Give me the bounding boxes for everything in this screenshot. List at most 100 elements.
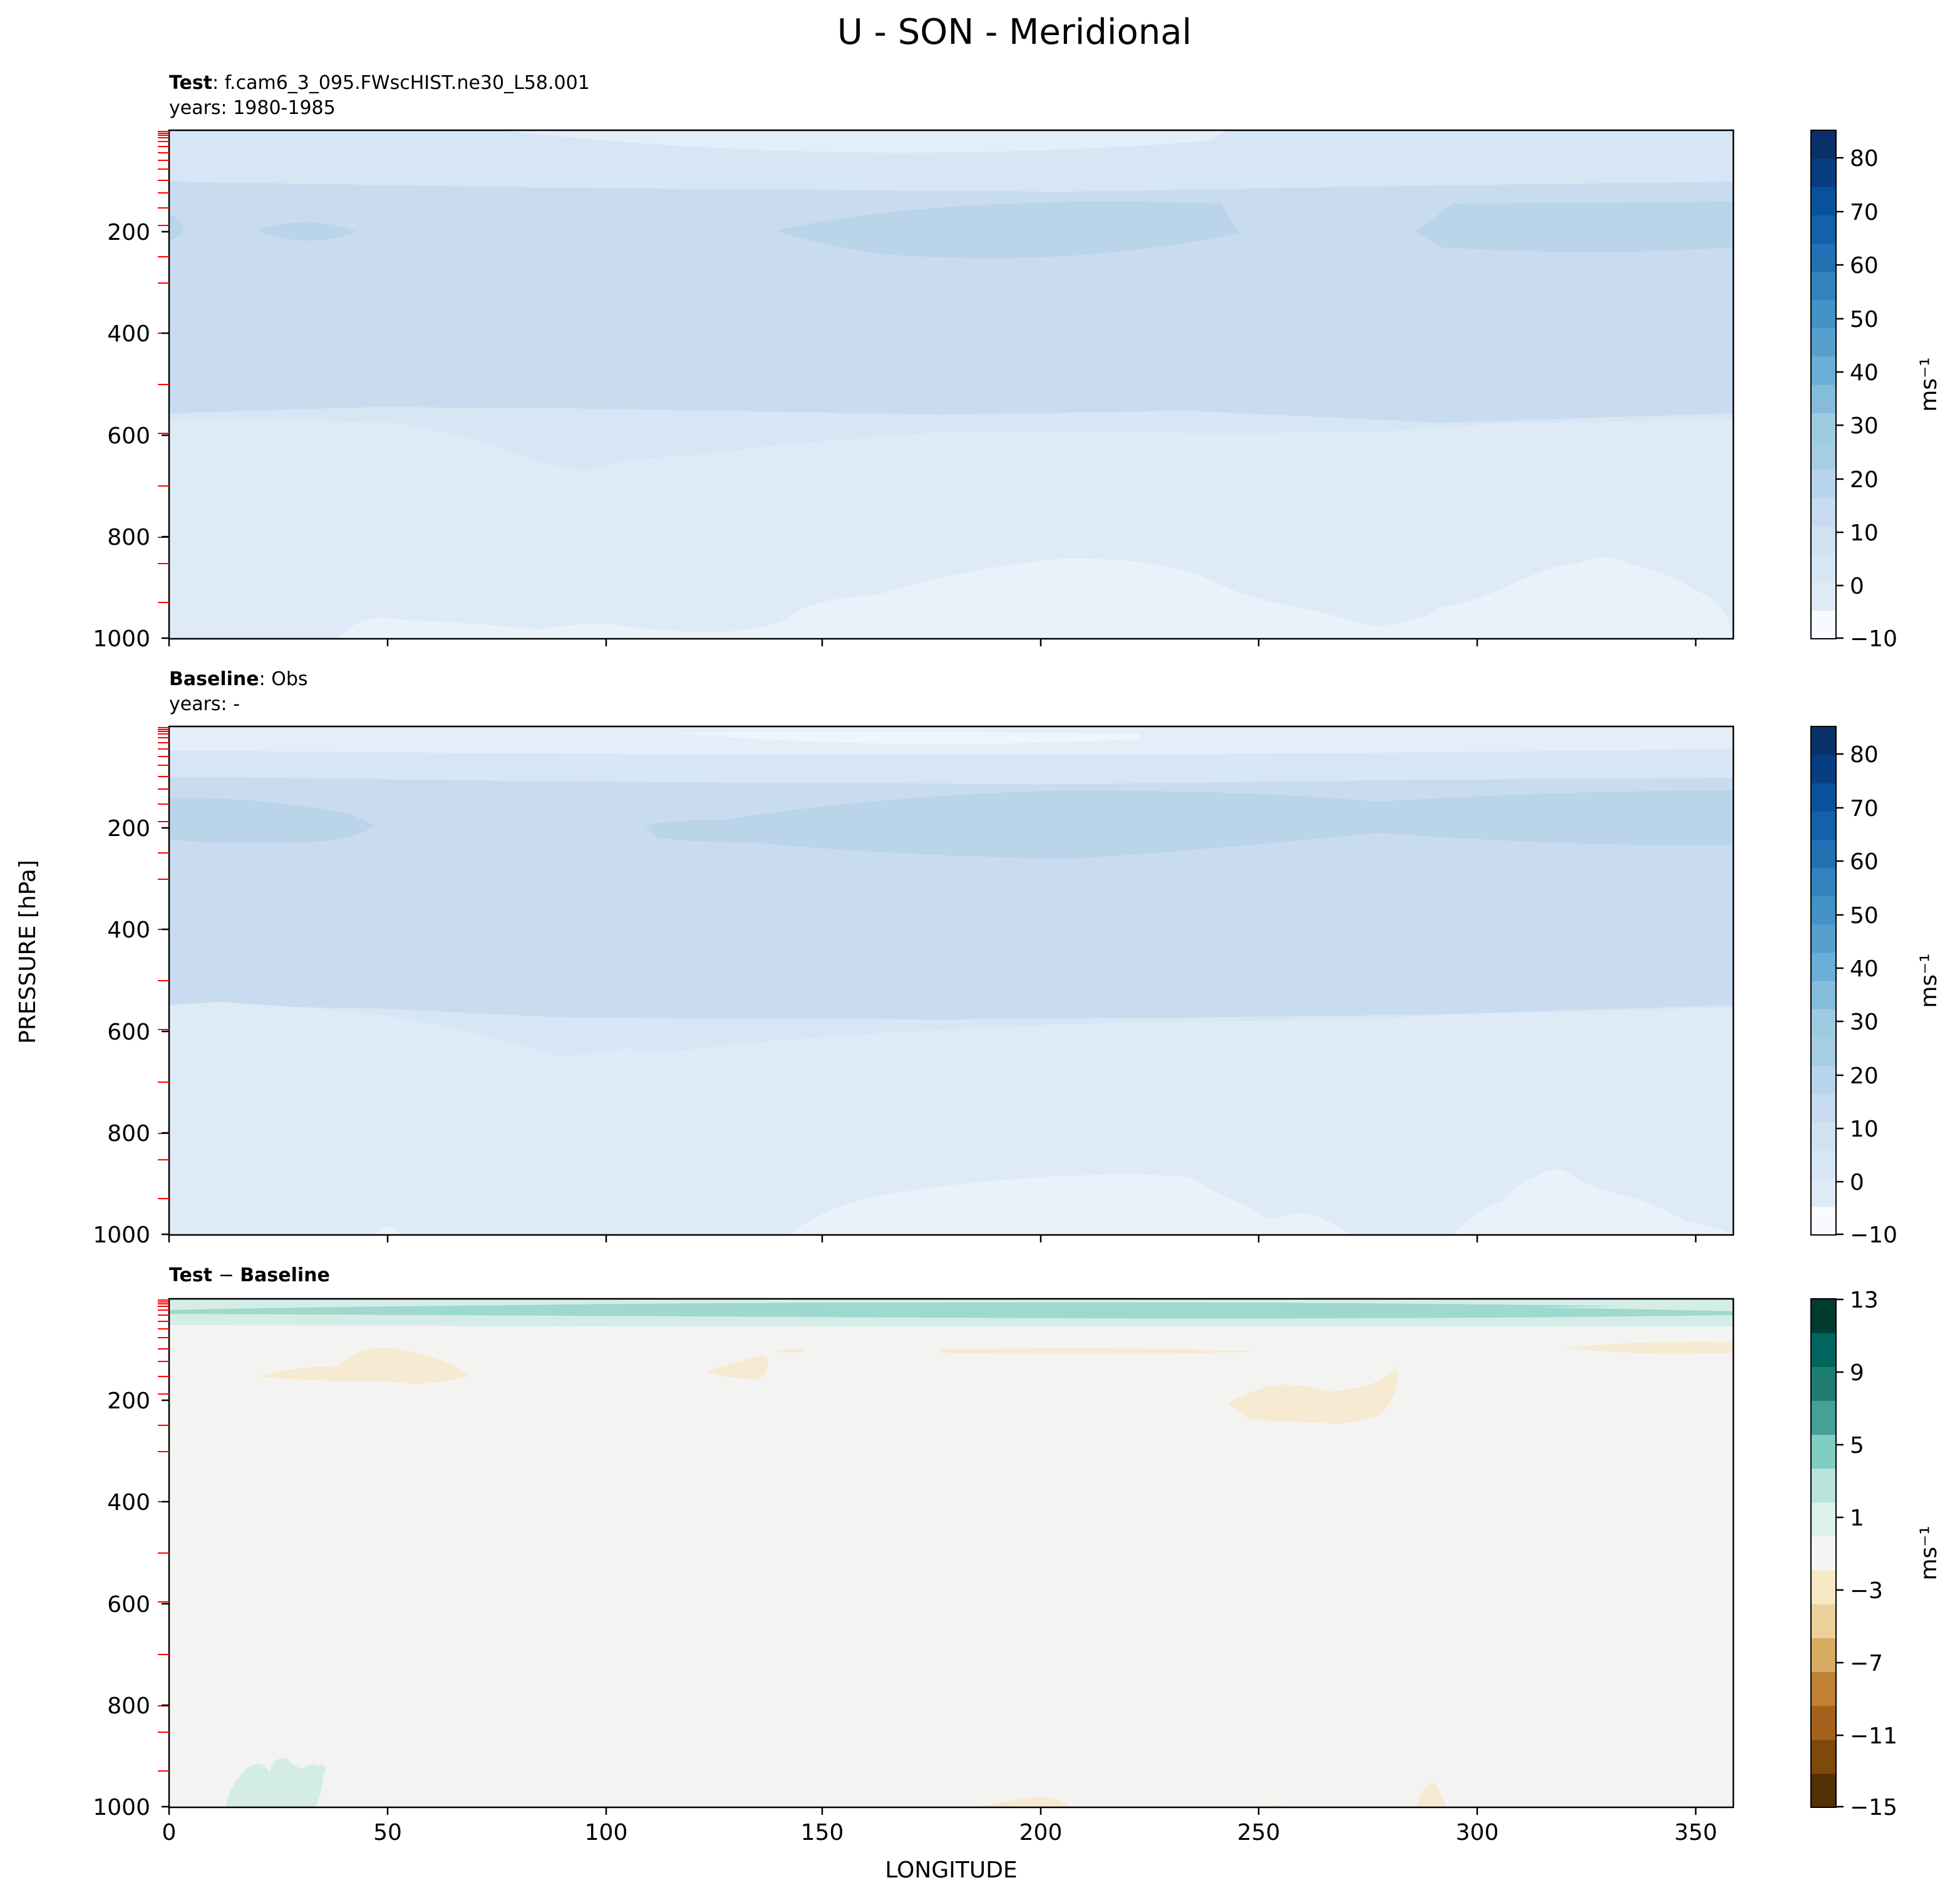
- contour-band: [338, 557, 1733, 639]
- colorbar-tick-label: 40: [1850, 360, 1879, 386]
- colorbar-tick-label: −15: [1850, 1795, 1897, 1820]
- panel-baseline: Baseline: Obs years: -: [93, 668, 1942, 1248]
- colorbar-swatch: [1811, 356, 1836, 385]
- y-ticks: [162, 230, 169, 639]
- contour-band: [169, 1002, 1733, 1235]
- colorbar-swatch: [1811, 1009, 1836, 1038]
- colorbar-swatch: [1811, 839, 1836, 869]
- x-ticks: [168, 1807, 1697, 1815]
- contour-band: [776, 201, 1240, 259]
- contour-band: [169, 777, 1733, 1020]
- colorbar-swatch: [1811, 1671, 1836, 1706]
- pressure-ticks-red: [158, 131, 169, 603]
- y-tick-label: 400: [107, 917, 150, 943]
- colorbar-swatch: [1811, 525, 1836, 555]
- colorbar-swatch: [1811, 952, 1836, 981]
- colorbar-swatch: [1811, 783, 1836, 812]
- colorbar-tick-label: 70: [1850, 796, 1879, 822]
- colorbar-test: 80 70 60 50 40 30 20 10 0 −10 ms⁻¹: [1810, 130, 1942, 652]
- colorbar-baseline: 80 70 60 50 40 30 20 10 0 −10 ms⁻¹: [1810, 726, 1942, 1248]
- x-tick-labels: 0 50 100 150 200 250 300 350: [162, 1820, 1718, 1846]
- contour-band: [326, 1302, 1628, 1313]
- y-tick-label: 1000: [93, 1222, 150, 1248]
- colorbar-swatch: [1811, 1536, 1836, 1571]
- colorbar-swatch: [1811, 867, 1836, 897]
- colorbar-tick-label: −10: [1850, 1222, 1897, 1248]
- colorbar-swatch: [1811, 896, 1836, 925]
- colorbar-swatch: [1811, 811, 1836, 840]
- colorbar-swatch: [1811, 1502, 1836, 1537]
- x-tick-label: 350: [1674, 1820, 1718, 1846]
- contour-band: [169, 1299, 1733, 1807]
- colorbar-tick-label: 80: [1850, 146, 1879, 172]
- contour-band: [318, 1764, 326, 1775]
- colorbar-swatch: [1811, 981, 1836, 1009]
- colorbar-swatch: [1811, 1206, 1836, 1236]
- contour-band: [1227, 1366, 1398, 1424]
- panel-baseline-title: Baseline: Obs: [169, 668, 308, 690]
- colorbar-swatch: [1811, 1065, 1836, 1095]
- colorbar-swatch: [1811, 1434, 1836, 1469]
- colorbar-swatch: [1811, 385, 1836, 413]
- y-tick-labels: 200 400 600 800 1000: [93, 220, 150, 652]
- contour-band: [939, 1348, 1259, 1355]
- colorbar-tick-label: 13: [1850, 1288, 1879, 1313]
- colorbar-difference: 13 9 5 1 −3 −7 −11 −15 ms⁻¹: [1810, 1288, 1942, 1820]
- contour-band: [169, 182, 1733, 423]
- contour-band: [169, 420, 1733, 639]
- y-tick-label: 200: [107, 816, 150, 842]
- y-tick-label: 200: [107, 220, 150, 245]
- contour-band: [169, 213, 183, 244]
- y-axis-label: PRESSURE [hPa]: [15, 860, 41, 1044]
- colorbar-swatch: [1811, 1604, 1836, 1638]
- colorbar-swatch: [1811, 1739, 1836, 1774]
- x-axis-label: LONGITUDE: [885, 1857, 1017, 1883]
- colorbar-swatch: [1811, 469, 1836, 498]
- contour-band: [1565, 1341, 1733, 1354]
- x-tick-label: 50: [373, 1820, 402, 1846]
- colorbar-swatch: [1811, 243, 1836, 272]
- y-tick-label: 600: [107, 1020, 150, 1045]
- colorbar-swatch: [1811, 726, 1836, 755]
- colorbar-swatch: [1811, 1366, 1836, 1401]
- panel-test: Test: f.cam6_3_095.FWscHIST.ne30_L58.001…: [93, 72, 1942, 652]
- colorbar-swatch: [1811, 497, 1836, 527]
- colorbar-swatch: [1811, 158, 1836, 187]
- x-tick-label: 200: [1019, 1820, 1063, 1846]
- colorbar-tick-label: −7: [1850, 1651, 1883, 1676]
- y-tick-label: 600: [107, 423, 150, 449]
- colorbar-swatch: [1811, 1570, 1836, 1604]
- colorbar-unit: ms⁻¹: [1916, 357, 1942, 411]
- panel-test-contours: [169, 130, 1733, 639]
- pressure-ticks-red: [158, 727, 169, 1199]
- y-ticks: [162, 1399, 169, 1808]
- colorbar-swatch: [1811, 187, 1836, 215]
- contour-band: [376, 1226, 401, 1235]
- colorbar-tick-label: 80: [1850, 742, 1879, 768]
- y-tick-label: 400: [107, 1490, 150, 1515]
- panel-test-title: Test: f.cam6_3_095.FWscHIST.ne30_L58.001: [169, 72, 590, 94]
- colorbar-swatch: [1811, 1299, 1836, 1333]
- contour-band: [1415, 202, 1733, 252]
- colorbar-tick-label: 9: [1850, 1360, 1864, 1386]
- colorbar-frame: [1810, 130, 1837, 639]
- x-tick-label: 0: [162, 1820, 177, 1846]
- colorbar-swatch: [1811, 1638, 1836, 1673]
- contour-band: [225, 1758, 324, 1807]
- colorbar-unit: ms⁻¹: [1916, 1526, 1942, 1580]
- y-tick-label: 200: [107, 1388, 150, 1414]
- y-tick-labels: 200 400 600 800 1000: [93, 816, 150, 1248]
- colorbar-tick-label: 1: [1850, 1505, 1864, 1531]
- colorbar-swatch: [1811, 924, 1836, 953]
- contour-band: [257, 222, 357, 241]
- contour-band: [1416, 1782, 1447, 1807]
- colorbar-swatch: [1811, 755, 1836, 783]
- contour-band: [501, 130, 1227, 153]
- y-tick-label: 800: [107, 525, 150, 550]
- colorbar-unit: ms⁻¹: [1916, 953, 1942, 1008]
- contour-band: [977, 1797, 1071, 1807]
- colorbar-frame: [1810, 726, 1837, 1236]
- contour-band: [257, 1347, 470, 1384]
- x-tick-label: 150: [801, 1820, 844, 1846]
